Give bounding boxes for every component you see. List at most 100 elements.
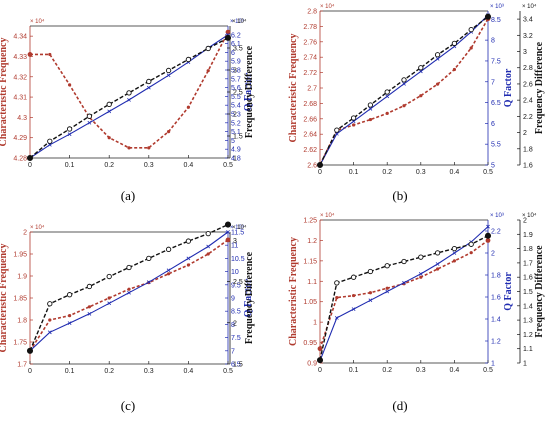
data-point-frequency-difference [434,52,441,58]
data-point-frequency-difference [434,250,441,256]
data-point-q-factor [452,251,457,255]
y-tick-label: 8.5 [491,17,501,24]
y-tick-label: 5.2 [231,120,241,127]
y-tick-label: 8 [231,322,235,329]
data-point-frequency-difference [66,292,73,298]
y-tick-label: 4.28 [13,156,27,163]
x-tick-label: 0.2 [382,169,392,176]
panel-caption: (c) [121,398,135,413]
data-point-frequency-difference [350,274,357,280]
y-tick-label: 1.9 [17,274,27,281]
data-point-characteristic-frequency [107,136,111,140]
y-tick-label: 4.9 [231,147,241,154]
x-tick-label: 0 [318,367,322,374]
series-line-blue [29,231,229,352]
data-point-frequency-difference [205,45,211,52]
y-tick-label: 10.5 [231,256,245,263]
y-tick-label: 1.4 [491,317,501,324]
y-tick-label: 1 [233,156,237,163]
data-point-frequency-difference [26,347,34,354]
y-tick-label: 7.5 [491,58,501,65]
y-tick-label: 5.6 [231,85,241,92]
data-point-characteristic-frequency [452,259,456,263]
y-tick-label: 1.8 [523,246,533,253]
y-tick-label: 2 [523,130,527,137]
data-point-characteristic-frequency [485,238,491,243]
data-point-q-factor [435,262,440,266]
data-point-characteristic-frequency [402,104,406,108]
y-tick-label: 2.2 [523,114,533,121]
chart-panel-2: 0 0.1 0.2 0.3 0.4 0.52.62.622.642.662.682.72.… [288,3,545,203]
y-tick-label: 1.25 [303,218,317,225]
y-tick-label: 5.3 [231,112,241,119]
data-point-frequency-difference [401,258,407,265]
data-point-q-factor [107,301,112,306]
frequency-difference-label: Frequency Difference [534,41,545,134]
data-point-frequency-difference [418,65,424,71]
data-point-frequency-difference [86,113,93,119]
y-tick-label: 4.34 [13,34,27,41]
data-point-frequency-difference [146,78,152,85]
y-tick-label: 1.5 [233,134,243,141]
x-tick-label: 0.3 [144,162,154,169]
y-tick-label: 2.6 [307,163,317,170]
y-tick-label: 2.68 [303,101,317,108]
y-tick-label: 5.5 [231,94,241,101]
y-tick-label: 11 [231,243,238,250]
y-tick-label: 1.8 [523,146,533,153]
y-tick-label: 1.2 [523,332,533,339]
y-tick-label: 3.2 [523,33,533,40]
y-tick-label: 2.2 [491,229,501,236]
data-point-frequency-difference [86,283,93,290]
chart-panel-3: 0 0.1 0.2 0.3 0.4 0.51.71.751.81.851.91.952× … [0,221,255,413]
axis-exponent: × 10³ [230,19,244,25]
q-factor-label: Q Factor [503,272,514,311]
series-line-red [319,239,489,349]
y-tick-label: 2.78 [303,24,317,31]
y-tick-label: 8.5 [231,309,241,316]
y-tick-label: 1.95 [13,252,27,259]
series-line-black [29,37,229,159]
data-point-q-factor [385,289,390,294]
data-point-frequency-difference [126,90,132,96]
panel-caption: (a) [121,188,135,203]
axis-exponent: × 10⁴ [232,18,247,25]
data-point-q-factor [368,298,373,303]
x-tick-label: 0.1 [65,162,75,169]
data-point-characteristic-frequency [469,251,473,255]
data-point-characteristic-frequency [127,287,131,291]
data-point-frequency-difference [484,232,492,239]
y-tick-label: 2.76 [303,39,317,46]
data-point-frequency-difference [468,241,474,247]
x-tick-label: 0.1 [349,367,359,374]
y-tick-label: 1 [313,320,317,327]
y-tick-label: 1.6 [523,275,533,282]
data-point-q-factor [166,73,171,78]
y-tick-label: 5.1 [231,129,241,136]
y-tick-label: 2 [491,251,495,258]
y-tick-label: 1.2 [307,238,317,245]
y-tick-label: 5.9 [231,59,241,66]
y-tick-label: 9 [231,296,235,303]
data-point-q-factor [435,56,440,61]
data-point-frequency-difference [334,280,340,286]
y-tick-label: 2.4 [523,98,533,105]
data-point-frequency-difference [316,161,324,169]
data-point-characteristic-frequency [48,318,52,322]
data-point-q-factor [67,321,72,325]
data-point-frequency-difference [224,34,232,41]
y-tick-label: 9.5 [231,282,241,289]
data-point-frequency-difference [106,273,112,280]
data-point-q-factor [146,280,151,285]
y-tick-label: 8 [491,38,495,45]
data-point-frequency-difference [350,115,357,121]
data-point-frequency-difference [334,127,340,133]
y-tick-label: 4.29 [13,135,27,142]
data-point-frequency-difference [47,138,53,144]
q-factor-label: Q Factor [243,278,254,317]
x-tick-label: 0.3 [416,367,426,374]
characteristic-frequency-label: Characteristic Frequency [0,38,9,147]
data-point-q-factor [334,316,339,320]
y-tick-label: 2.8 [523,65,533,72]
data-point-q-factor [166,268,171,273]
